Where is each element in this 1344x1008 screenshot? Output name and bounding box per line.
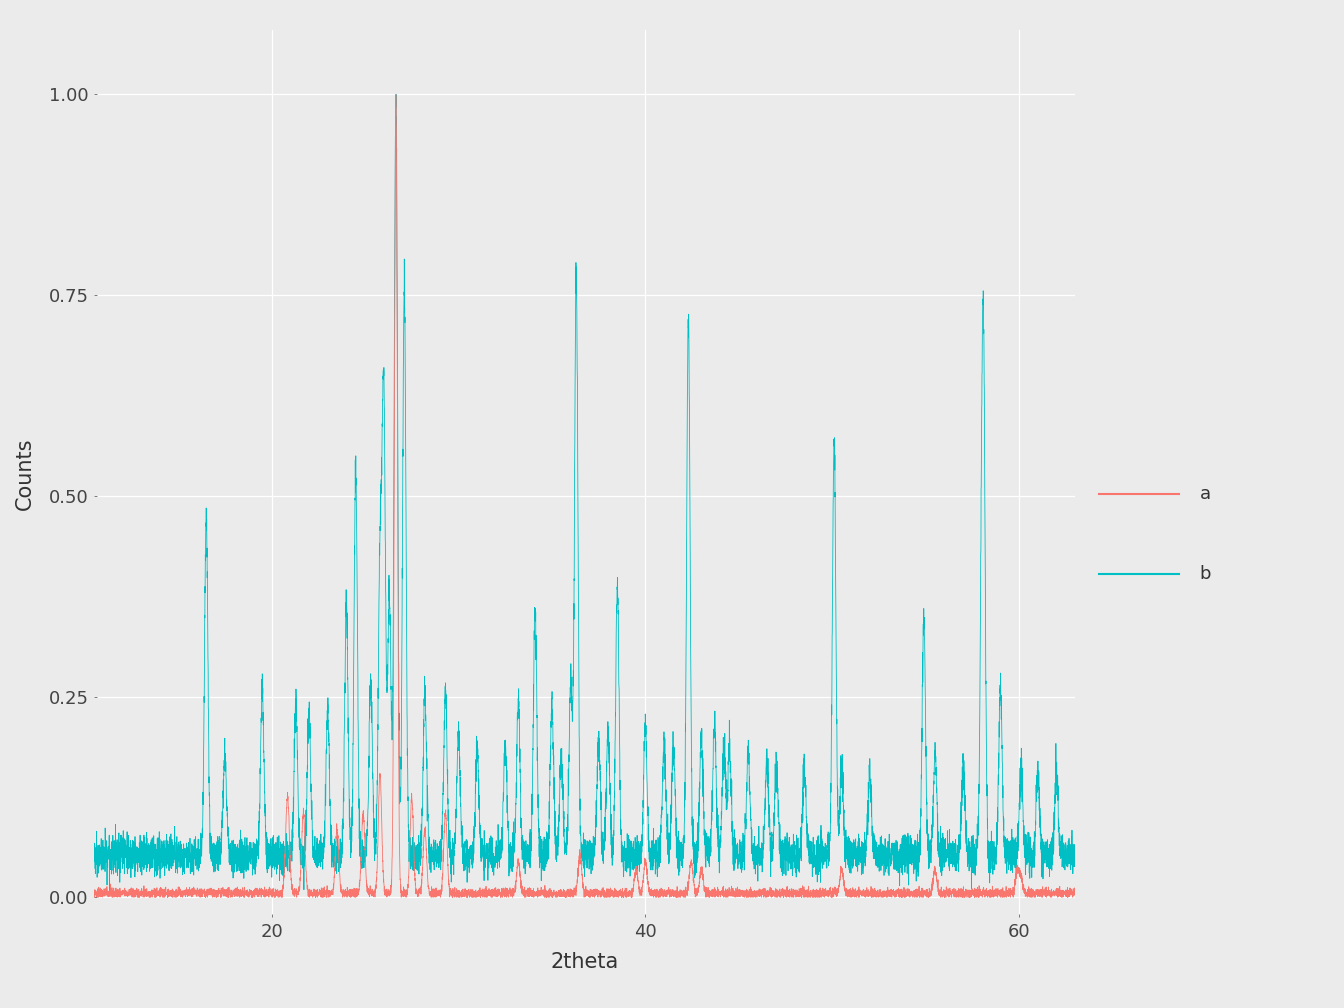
a <box>435 844 452 856</box>
b <box>663 811 679 824</box>
b <box>101 884 117 896</box>
a <box>864 891 880 903</box>
b <box>812 856 828 868</box>
a <box>812 887 828 899</box>
Text: a: a <box>1199 485 1211 503</box>
Line: b: b <box>85 95 1075 890</box>
b <box>126 851 142 863</box>
Y-axis label: Counts: Counts <box>15 437 35 510</box>
a <box>663 885 679 897</box>
a <box>78 891 94 903</box>
a <box>77 886 93 898</box>
Text: b: b <box>1199 565 1211 584</box>
a <box>1067 882 1083 894</box>
a <box>706 885 722 897</box>
b <box>388 89 405 101</box>
Line: a: a <box>85 95 1075 897</box>
b <box>706 723 722 735</box>
b <box>77 850 93 862</box>
b <box>864 830 880 842</box>
b <box>435 763 452 775</box>
b <box>1067 844 1083 856</box>
a <box>126 887 142 899</box>
X-axis label: 2theta: 2theta <box>551 952 618 972</box>
a <box>388 89 405 101</box>
